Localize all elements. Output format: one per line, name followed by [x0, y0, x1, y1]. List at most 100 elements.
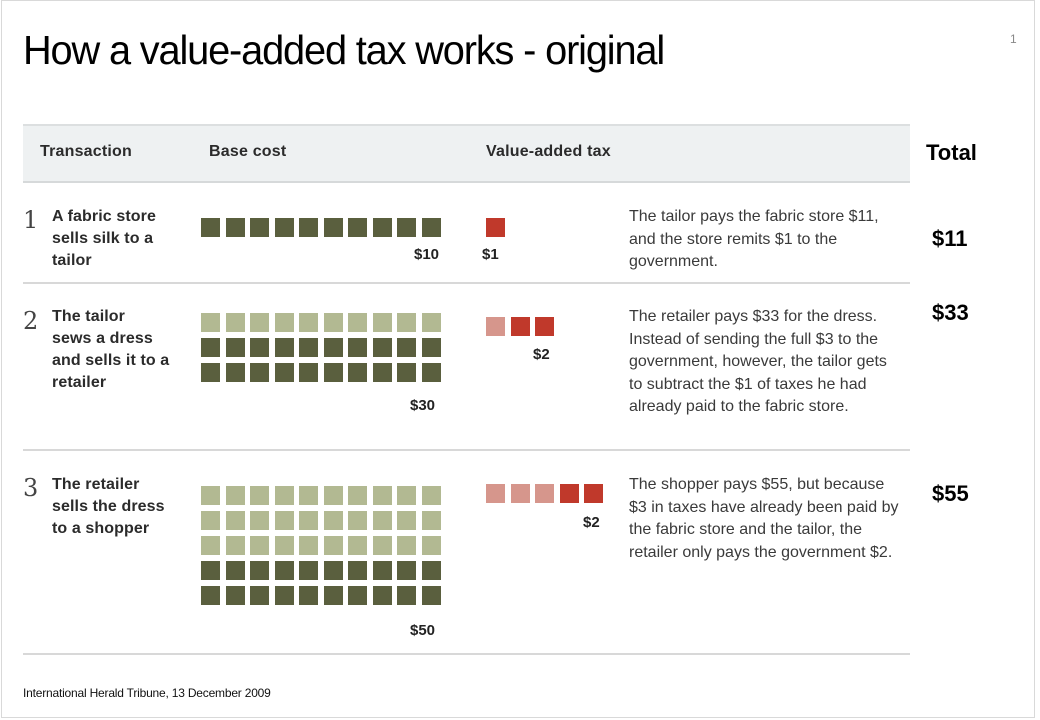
base-new-square — [299, 363, 318, 382]
base-prior-square — [323, 536, 343, 555]
base-new-square — [225, 561, 245, 580]
base-cost-amount: $10 — [414, 246, 440, 263]
slide-number: 1 — [1010, 32, 1017, 46]
base-new-square — [250, 561, 269, 580]
base-new-square — [225, 338, 245, 357]
base-new-square — [421, 586, 441, 605]
column-header-transaction: Transaction — [40, 143, 133, 160]
row-total: $33 — [932, 300, 969, 325]
base-prior-square — [348, 511, 367, 530]
base-prior-square — [225, 486, 245, 505]
row-label-line: and sells it to a — [52, 352, 170, 369]
row-number: 2 — [23, 307, 39, 335]
base-prior-square — [250, 313, 269, 332]
base-prior-square — [250, 536, 269, 555]
base-prior-square — [250, 511, 269, 530]
base-prior-square — [299, 536, 318, 555]
base-prior-square — [201, 313, 220, 332]
base-new-square — [421, 363, 441, 382]
base-prior-square — [299, 511, 318, 530]
base-new-square — [323, 218, 343, 237]
base-new-square — [201, 586, 220, 605]
row-number: 3 — [23, 474, 39, 502]
base-new-square — [323, 338, 343, 357]
row-label-line: The tailor — [52, 308, 126, 325]
base-new-square — [323, 363, 343, 382]
base-prior-square — [397, 511, 416, 530]
base-new-square — [201, 338, 220, 357]
base-prior-square — [372, 511, 392, 530]
base-prior-square — [323, 313, 343, 332]
row-label-line: A fabric store — [52, 208, 156, 225]
base-new-square — [323, 561, 343, 580]
tax-new-square — [559, 484, 579, 503]
base-new-square — [299, 586, 318, 605]
base-prior-square — [397, 486, 416, 505]
base-new-square — [225, 586, 245, 605]
base-new-square — [348, 338, 367, 357]
base-new-square — [372, 561, 392, 580]
base-new-square — [250, 363, 269, 382]
base-prior-square — [421, 486, 441, 505]
row-label-line: retailer — [52, 374, 107, 391]
row-label: A fabric store sells silk to a tailor — [52, 206, 197, 272]
base-prior-square — [225, 313, 245, 332]
tax-prior-square — [535, 484, 554, 503]
base-cost-amount: $50 — [410, 622, 436, 639]
base-cost-amount: $30 — [410, 397, 436, 414]
row-total: $11 — [932, 226, 968, 251]
row-label-line: tailor — [52, 252, 92, 269]
row-divider — [23, 449, 910, 451]
base-new-square — [421, 218, 441, 237]
base-new-square — [225, 218, 245, 237]
base-prior-square — [372, 486, 392, 505]
base-new-square — [348, 586, 367, 605]
base-new-square — [372, 363, 392, 382]
base-new-square — [299, 218, 318, 237]
base-new-square — [348, 218, 367, 237]
base-new-square — [397, 586, 416, 605]
base-prior-square — [323, 511, 343, 530]
row-total: $55 — [932, 481, 969, 506]
source-caption: International Herald Tribune, 13 Decembe… — [23, 686, 271, 700]
base-prior-square — [250, 486, 269, 505]
base-prior-square — [372, 536, 392, 555]
base-prior-square — [397, 313, 416, 332]
base-prior-square — [299, 313, 318, 332]
base-prior-square — [225, 536, 245, 555]
table-header — [23, 124, 910, 183]
base-prior-square — [397, 536, 416, 555]
base-new-square — [421, 338, 441, 357]
base-new-square — [274, 363, 294, 382]
tax-prior-square — [486, 317, 505, 336]
row-divider — [23, 653, 910, 655]
base-prior-square — [348, 313, 367, 332]
base-new-square — [250, 338, 269, 357]
base-prior-square — [421, 511, 441, 530]
base-new-square — [201, 218, 220, 237]
vat-amount: $1 — [482, 246, 499, 263]
base-new-square — [421, 561, 441, 580]
row-label-line: sells the dress — [52, 498, 165, 515]
base-prior-square — [274, 536, 294, 555]
vat-amount: $2 — [533, 346, 550, 363]
row-number: 1 — [23, 206, 39, 234]
tax-new-square — [584, 484, 603, 503]
base-new-square — [348, 363, 367, 382]
row-label-line: to a shopper — [52, 520, 150, 537]
base-new-square — [299, 338, 318, 357]
base-new-square — [397, 561, 416, 580]
base-prior-square — [421, 536, 441, 555]
tax-new-square — [510, 317, 530, 336]
base-new-square — [397, 218, 416, 237]
base-prior-square — [201, 511, 220, 530]
base-new-square — [274, 586, 294, 605]
base-prior-square — [225, 511, 245, 530]
column-header-base-cost: Base cost — [209, 143, 287, 160]
column-header-vat: Value-added tax — [486, 143, 611, 160]
row-description: The shopper pays $55, but because $3 in … — [629, 476, 899, 561]
tax-prior-square — [510, 484, 530, 503]
base-new-square — [323, 586, 343, 605]
vat-amount: $2 — [583, 514, 600, 531]
